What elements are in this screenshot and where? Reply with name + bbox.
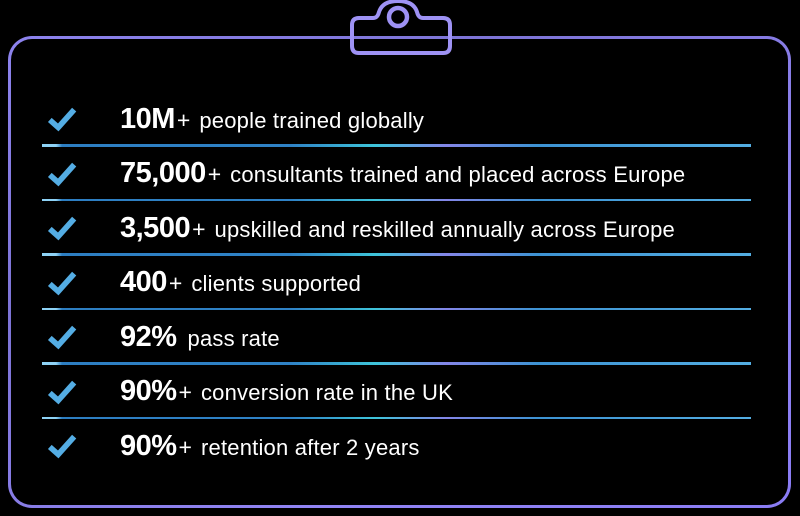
stat-text: 3,500 + upskilled and reskilled annually… [120,212,675,245]
stat-row: 10M + people trained globally [42,92,751,147]
stat-label: retention after 2 years [200,434,420,460]
stat-row: 3,500 + upskilled and reskilled annually… [42,201,751,256]
check-icon [42,215,120,241]
stat-label: consultants trained and placed across Eu… [230,162,686,188]
check-icon [42,324,120,350]
row-divider [42,144,751,147]
stat-value: 3,500 [120,211,191,244]
stat-text: 10M + people trained globally [120,103,424,136]
check-icon [42,270,120,296]
stat-suffix: + [176,106,191,133]
stats-card-body: 10M + people trained globally 75,000 + c… [11,39,788,505]
stat-value: 92% [120,320,177,353]
stat-text: 90% + retention after 2 years [120,430,420,463]
stats-list: 10M + people trained globally 75,000 + c… [42,92,751,474]
stat-value: 90% [120,429,177,462]
stat-value: 400 [120,266,167,299]
stat-row: 90% + conversion rate in the UK [42,365,751,419]
stat-value: 90% [120,375,177,408]
row-divider [42,307,751,310]
check-icon [42,379,120,405]
stat-suffix: + [192,215,206,242]
check-icon [42,106,120,132]
row-divider [42,198,751,201]
stat-row: 92% pass rate [42,310,751,365]
stat-suffix: + [178,379,192,406]
stat-text: 92% pass rate [120,321,280,354]
stat-text: 400 + clients supported [120,266,361,299]
stat-suffix: + [178,433,192,460]
stat-row: 75,000 + consultants trained and placed … [42,147,751,201]
stat-label: conversion rate in the UK [200,380,454,406]
check-icon [42,161,120,187]
stat-suffix: + [207,161,222,188]
row-divider [42,362,751,365]
stat-suffix: + [168,270,183,297]
stat-text: 75,000 + consultants trained and placed … [120,157,685,190]
check-icon [42,433,120,459]
stat-label: pass rate [187,325,280,351]
stat-row: 400 + clients supported [42,256,751,310]
stat-text: 90% + conversion rate in the UK [120,375,453,408]
stat-row: 90% + retention after 2 years [42,419,751,474]
stat-value: 75,000 [120,157,206,190]
stats-card: 10M + people trained globally 75,000 + c… [8,36,791,508]
row-divider [42,253,751,256]
row-divider [42,416,751,419]
stat-label: upskilled and reskilled annually across … [214,216,675,242]
stat-label: clients supported [191,271,362,297]
stat-value: 10M [120,102,175,135]
stat-label: people trained globally [199,107,425,133]
